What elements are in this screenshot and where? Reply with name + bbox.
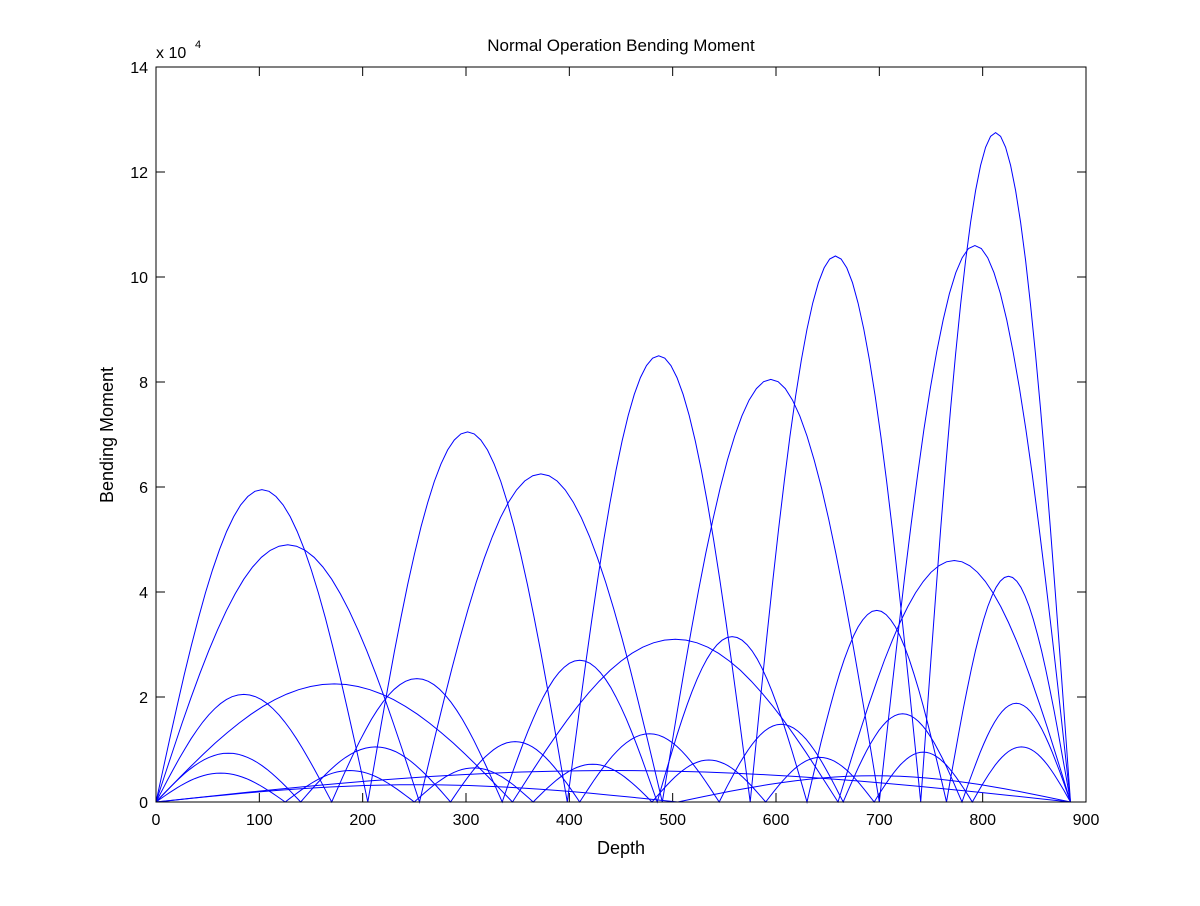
series-line-mode-3 xyxy=(155,559,1071,804)
y-tick-label: 6 xyxy=(139,480,148,497)
y-tick-label: 2 xyxy=(139,690,148,707)
x-tick-label: 600 xyxy=(763,812,790,829)
y-multiplier-label: x 10 xyxy=(156,45,186,62)
x-tick-label: 400 xyxy=(556,812,583,829)
x-tick-label: 800 xyxy=(969,812,996,829)
y-multiplier-exponent: 4 xyxy=(195,39,201,51)
y-tick-label: 10 xyxy=(130,270,148,287)
x-tick-label: 900 xyxy=(1073,812,1100,829)
y-axis-label: Bending Moment xyxy=(97,367,117,503)
series-line-mode-1 xyxy=(155,769,1071,803)
x-tick-label: 100 xyxy=(246,812,273,829)
series-line-mode-5 xyxy=(155,131,1071,803)
x-tick-label: 300 xyxy=(453,812,480,829)
axis-ticks: 0 100 200 300 400 500 600 700 800 900 0 2 4 6 8 10 12 14 xyxy=(130,60,1099,829)
y-tick-label: 4 xyxy=(139,585,148,602)
x-tick-label: 200 xyxy=(349,812,376,829)
y-tick-label: 8 xyxy=(139,375,148,392)
y-tick-label: 0 xyxy=(139,795,148,812)
x-tick-label: 0 xyxy=(152,812,161,829)
x-tick-label: 700 xyxy=(866,812,893,829)
series-line-mode-7 xyxy=(155,702,1071,804)
y-tick-label: 14 xyxy=(130,60,148,77)
x-axis-label: Depth xyxy=(597,838,645,858)
chart-title: Normal Operation Bending Moment xyxy=(487,36,755,55)
x-tick-label: 500 xyxy=(659,812,686,829)
y-tick-label: 12 xyxy=(130,165,148,182)
axes-box xyxy=(155,66,1087,803)
